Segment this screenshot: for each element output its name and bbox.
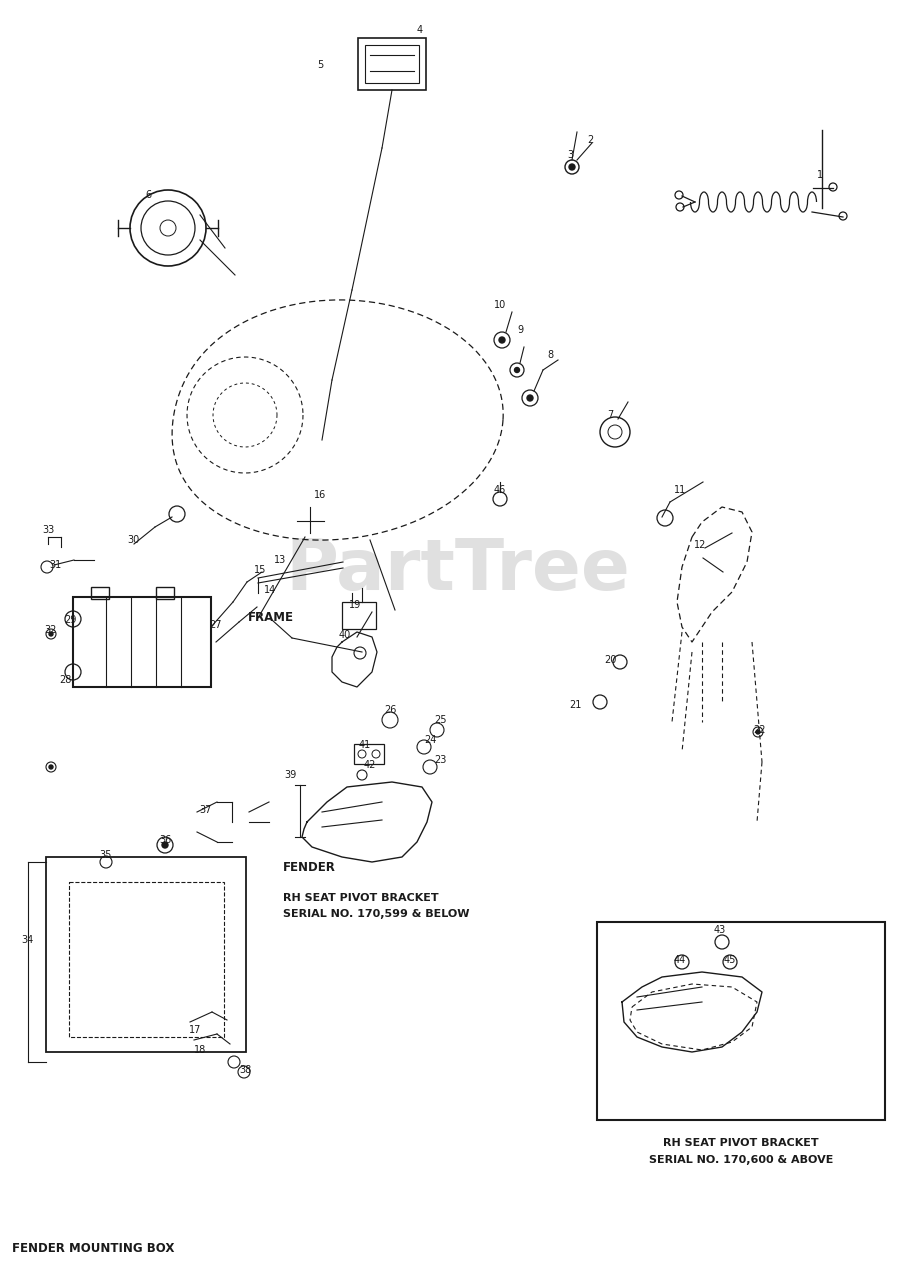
- Text: RH SEAT PIVOT BRACKET: RH SEAT PIVOT BRACKET: [283, 893, 439, 902]
- Text: 27: 27: [209, 620, 222, 630]
- Text: 30: 30: [127, 535, 139, 545]
- Text: 20: 20: [604, 655, 616, 666]
- Bar: [354, 744, 384, 764]
- Text: 3: 3: [567, 150, 573, 160]
- Text: 9: 9: [517, 325, 523, 335]
- Text: 24: 24: [424, 735, 436, 745]
- Text: PartTree: PartTree: [286, 535, 630, 604]
- Text: 35: 35: [99, 850, 111, 860]
- Text: 39: 39: [284, 771, 296, 780]
- Circle shape: [49, 632, 53, 636]
- Text: 16: 16: [314, 490, 326, 500]
- Text: 6: 6: [145, 189, 151, 200]
- Text: 10: 10: [494, 300, 507, 310]
- Text: 32: 32: [44, 625, 56, 635]
- Text: 43: 43: [714, 925, 726, 934]
- Text: 25: 25: [434, 716, 446, 724]
- Circle shape: [527, 396, 533, 401]
- Text: 45: 45: [724, 955, 736, 965]
- Bar: [46, 858, 246, 1052]
- Text: FENDER: FENDER: [283, 860, 336, 873]
- Bar: [342, 602, 376, 628]
- Text: 28: 28: [59, 675, 71, 685]
- Bar: [91, 588, 109, 599]
- Text: 19: 19: [349, 600, 361, 611]
- Text: 18: 18: [194, 1044, 206, 1055]
- Text: SERIAL NO. 170,600 & ABOVE: SERIAL NO. 170,600 & ABOVE: [649, 1155, 834, 1165]
- Text: 1: 1: [817, 170, 823, 180]
- Text: 11: 11: [674, 485, 686, 495]
- Text: FENDER MOUNTING BOX: FENDER MOUNTING BOX: [12, 1242, 174, 1254]
- Text: 38: 38: [239, 1065, 251, 1075]
- Text: 12: 12: [693, 540, 706, 550]
- Circle shape: [569, 164, 575, 170]
- Text: 44: 44: [674, 955, 686, 965]
- Circle shape: [499, 337, 505, 343]
- Text: SERIAL NO. 170,599 & BELOW: SERIAL NO. 170,599 & BELOW: [283, 909, 470, 919]
- Circle shape: [162, 842, 168, 849]
- Text: 23: 23: [434, 755, 446, 765]
- Bar: [358, 38, 426, 90]
- Text: 22: 22: [754, 724, 767, 735]
- Bar: [365, 45, 419, 83]
- Text: 7: 7: [607, 410, 613, 420]
- Text: 13: 13: [274, 556, 286, 564]
- Text: 37: 37: [199, 805, 212, 815]
- Bar: [156, 588, 174, 599]
- Text: 31: 31: [49, 561, 61, 570]
- Text: 33: 33: [42, 525, 54, 535]
- Text: 34: 34: [21, 934, 33, 945]
- Text: 15: 15: [254, 564, 267, 575]
- Text: 8: 8: [547, 349, 553, 360]
- Text: 26: 26: [384, 705, 397, 716]
- Text: 4: 4: [417, 26, 423, 35]
- Circle shape: [756, 730, 760, 733]
- Text: 29: 29: [64, 614, 76, 625]
- Bar: [73, 596, 211, 687]
- Text: FRAME: FRAME: [248, 611, 294, 623]
- Text: 14: 14: [264, 585, 276, 595]
- Text: 42: 42: [364, 760, 376, 771]
- Text: 46: 46: [494, 485, 507, 495]
- Text: 5: 5: [317, 60, 323, 70]
- Circle shape: [49, 765, 53, 769]
- Text: RH SEAT PIVOT BRACKET: RH SEAT PIVOT BRACKET: [663, 1138, 819, 1148]
- Circle shape: [515, 367, 519, 372]
- Text: 2: 2: [587, 134, 594, 145]
- Text: 36: 36: [158, 835, 171, 845]
- Text: 40: 40: [339, 630, 351, 640]
- Text: 21: 21: [569, 700, 581, 710]
- Text: 17: 17: [189, 1025, 202, 1036]
- Text: 41: 41: [359, 740, 371, 750]
- Bar: [597, 922, 885, 1120]
- Bar: [69, 882, 224, 1037]
